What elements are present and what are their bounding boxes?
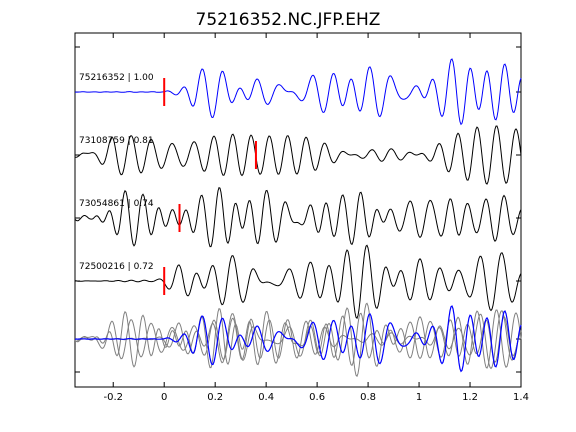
x-axis: -0.2 0 0.2 0.4 0.6 0.8 1 1.2 1.4 xyxy=(103,33,529,403)
trace-line xyxy=(75,125,522,185)
x-tick-label: 0.2 xyxy=(207,392,223,403)
trace-line xyxy=(74,187,522,248)
trace-label: 75216352 | 1.00 xyxy=(79,73,154,83)
trace-label: 72500216 | 0.72 xyxy=(79,262,154,272)
overlay-trace xyxy=(75,309,522,369)
x-tick-label: 0 xyxy=(161,392,167,403)
trace-line xyxy=(74,244,522,320)
traces xyxy=(74,58,522,378)
x-tick-label: 0.6 xyxy=(309,392,325,403)
x-tick-label: -0.2 xyxy=(103,392,123,403)
trace-labels: 75216352 | 1.00 73108759 | 0.81 73054861 |… xyxy=(79,73,154,272)
trace-label: 73108759 | 0.81 xyxy=(79,136,154,146)
trace-line xyxy=(75,58,522,126)
y-ticks xyxy=(75,46,521,373)
x-tick-label: 0.8 xyxy=(360,392,376,403)
x-tick-label: 1.4 xyxy=(513,392,529,403)
x-tick-label: 1 xyxy=(416,392,422,403)
x-tick-label: 0.4 xyxy=(258,392,274,403)
x-tick-label: 1.2 xyxy=(462,392,478,403)
overlay-reference-trace xyxy=(75,305,522,373)
chart-title: 75216352.NC.JFP.EHZ xyxy=(196,10,381,30)
trace-label: 73054861 | 0.74 xyxy=(79,199,154,209)
